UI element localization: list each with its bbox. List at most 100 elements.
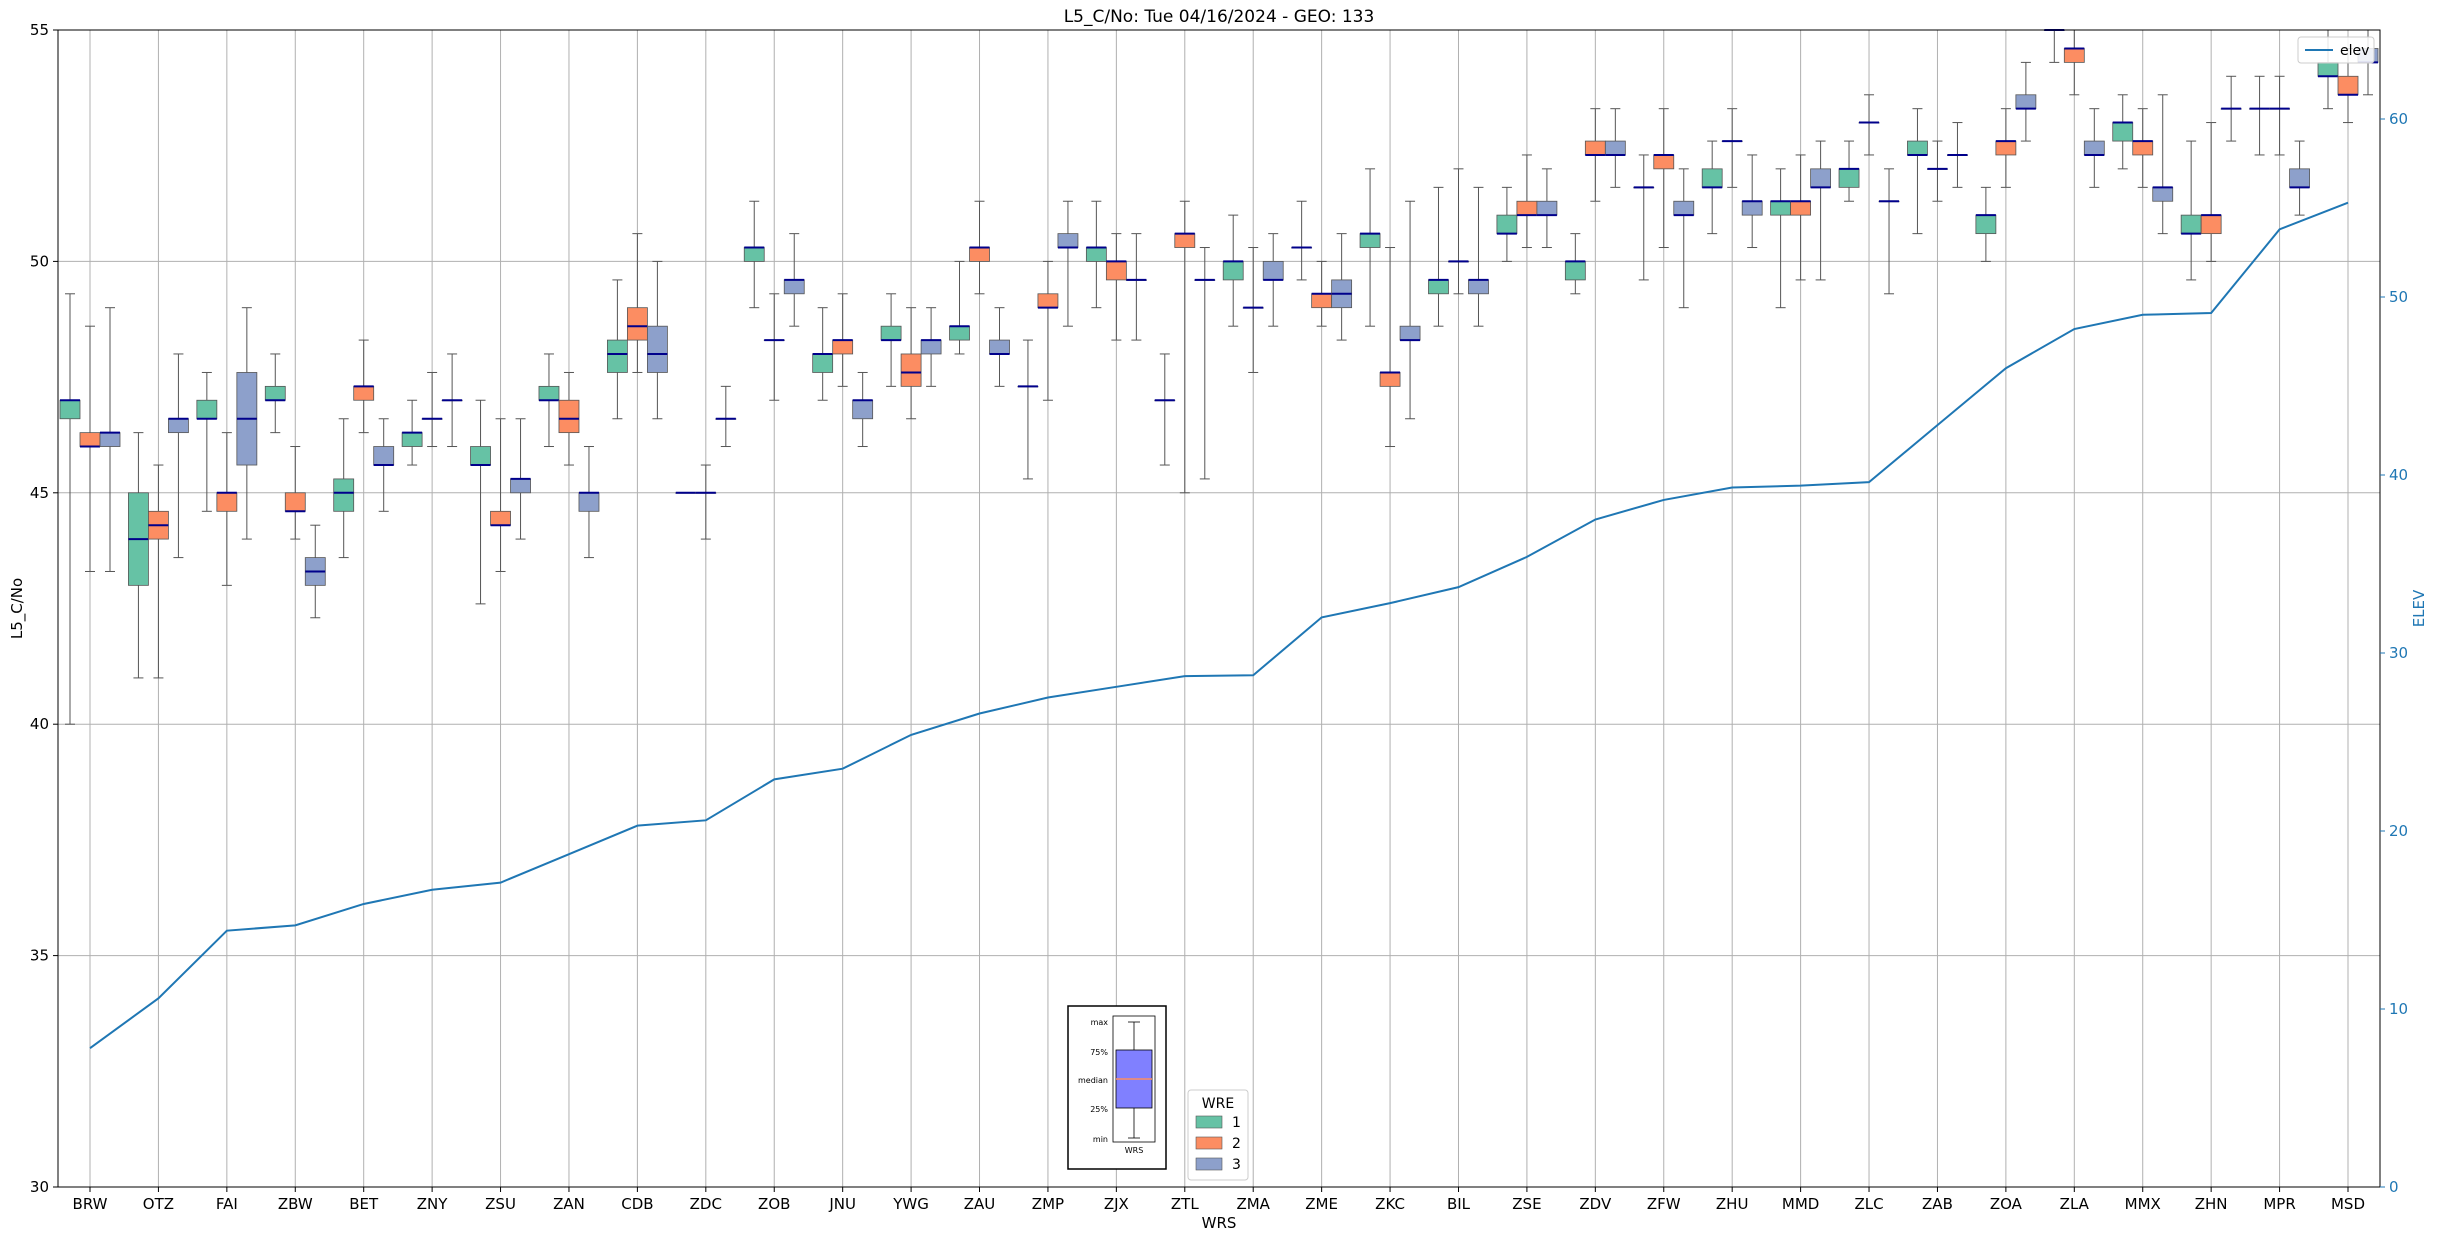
- x-tick-label: MMX: [2125, 1195, 2161, 1213]
- box-zab-wre1: [1907, 108, 1928, 235]
- box-zob-wre1: [743, 200, 765, 309]
- x-tick-label: ZJX: [1104, 1195, 1129, 1213]
- y-axis-label: L5_C/No: [8, 578, 27, 639]
- x-tick-label: ZTL: [1171, 1195, 1199, 1213]
- box-zdv-wre3: [1604, 108, 1626, 188]
- plot-frame: [57, 29, 2381, 1188]
- box-iqr: [1741, 200, 1763, 216]
- box-mpr-wre2: [2269, 75, 2290, 156]
- box-iqr: [2317, 61, 2339, 77]
- box-zsu-wre1: [470, 399, 491, 605]
- box-cdb-wre2: [626, 233, 648, 373]
- box-zmp-wre2: [1037, 260, 1059, 401]
- box-zoa-wre3: [2015, 61, 2037, 142]
- box-iqr: [1399, 325, 1421, 341]
- box-iqr: [900, 353, 922, 387]
- right-tick-label: 0: [2389, 1178, 2399, 1196]
- box-iqr: [99, 432, 121, 447]
- box-iqr: [59, 399, 81, 420]
- box-iqr: [1770, 200, 1792, 216]
- box-iqr: [1496, 214, 1518, 235]
- box-iqr: [1653, 154, 1675, 170]
- box-zau-wre3: [989, 307, 1010, 387]
- x-tick-label: ZMA: [1236, 1195, 1270, 1213]
- box-iqr: [646, 325, 668, 373]
- box-iqr: [1564, 260, 1586, 281]
- left-tick-label: 40: [30, 715, 49, 733]
- box-otz-wre1: [128, 432, 149, 679]
- x-tick-label: ZDV: [1579, 1195, 1612, 1213]
- box-zkc-wre3: [1399, 200, 1421, 420]
- right-tick-label: 20: [2389, 822, 2408, 840]
- box-brw-wre2: [79, 325, 101, 572]
- box-bet-wre3: [373, 418, 395, 512]
- box-iqr: [606, 339, 628, 373]
- box-iqr: [1037, 293, 1059, 309]
- box-zlc-wre1: [1838, 140, 1860, 202]
- box-mmd-wre1: [1770, 168, 1792, 309]
- box-zhu-wre3: [1741, 154, 1763, 249]
- inset-label: 75%: [1090, 1048, 1108, 1057]
- box-zan-wre1: [538, 353, 560, 448]
- box-zau-wre1: [949, 260, 970, 355]
- box-iqr: [168, 418, 189, 434]
- box-plots: [59, 29, 2379, 725]
- box-zbw-wre2: [284, 446, 306, 540]
- x-tick-label: ZSU: [485, 1195, 516, 1213]
- box-zhn-wre2: [2200, 122, 2222, 262]
- box-brw-wre1: [59, 293, 81, 725]
- box-iqr: [989, 339, 1010, 355]
- box-ztl-wre2: [1174, 200, 1196, 494]
- x-tick-label: ZMP: [1032, 1195, 1064, 1213]
- box-jnu-wre1: [812, 307, 834, 401]
- x-tick-label: BIL: [1447, 1195, 1471, 1213]
- left-tick-label: 30: [30, 1178, 49, 1196]
- box-iqr: [538, 385, 560, 401]
- box-zny-wre2: [421, 371, 443, 448]
- box-otz-wre3: [168, 353, 189, 559]
- box-iqr: [1536, 200, 1558, 216]
- box-zkc-wre2: [1379, 247, 1401, 448]
- box-zhu-wre2: [1721, 108, 1743, 188]
- box-iqr: [1516, 200, 1538, 216]
- inset-xlabel: WRS: [1125, 1146, 1144, 1155]
- box-iqr: [1790, 200, 1812, 216]
- x-tick-label: YWG: [892, 1195, 929, 1213]
- box-iqr: [743, 247, 765, 262]
- inset-label: max: [1091, 1018, 1109, 1027]
- box-zmp-wre1: [1017, 339, 1039, 480]
- chart-title: L5_C/No: Tue 04/16/2024 - GEO: 133: [1064, 7, 1375, 27]
- right-tick-label: 60: [2389, 110, 2408, 128]
- legend-wre-frame: [1187, 1089, 1249, 1181]
- left-tick-label: 55: [30, 21, 49, 39]
- box-iqr: [1359, 233, 1381, 248]
- box-ywg-wre2: [900, 307, 922, 420]
- left-axis-ticks: 30 35 40 45 50 55: [30, 21, 58, 1196]
- box-zse-wre3: [1536, 168, 1558, 249]
- box-zma-wre2: [1242, 247, 1264, 373]
- box-iqr: [490, 510, 511, 526]
- legend-elev: elev: [2297, 36, 2375, 64]
- legend-wre: WRE 1 2 3: [1187, 1089, 1249, 1181]
- x-tick-label: ZAN: [553, 1195, 585, 1213]
- x-tick-label: ZHN: [2195, 1195, 2228, 1213]
- box-iqr: [1604, 140, 1626, 156]
- box-zjx-wre1: [1085, 200, 1107, 309]
- box-iqr: [852, 399, 874, 420]
- box-zab-wre2: [1927, 140, 1948, 202]
- box-bet-wre2: [353, 339, 375, 434]
- box-iqr: [2152, 186, 2174, 202]
- box-iqr: [353, 385, 375, 401]
- box-zjx-wre3: [1125, 233, 1147, 341]
- box-zkc-wre1: [1359, 168, 1381, 327]
- box-iqr: [1584, 140, 1606, 156]
- box-iqr: [558, 399, 580, 434]
- legend-wre-label-1: 1: [1232, 1115, 1241, 1131]
- box-iqr: [373, 446, 395, 466]
- x-tick-label: FAI: [216, 1195, 238, 1213]
- box-cdb-wre3: [646, 260, 668, 420]
- box-zob-wre3: [783, 233, 805, 327]
- box-iqr: [626, 307, 648, 341]
- inset-axes: [1112, 1015, 1156, 1143]
